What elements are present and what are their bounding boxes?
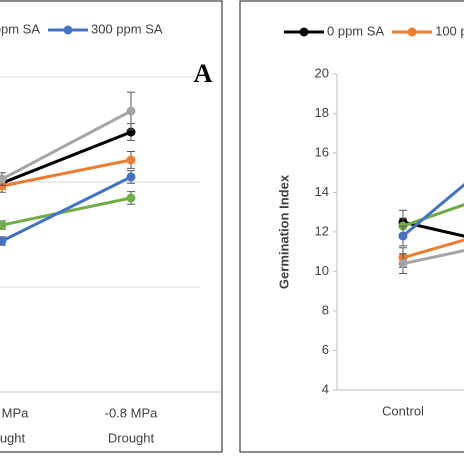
x-tick-label: Control	[382, 403, 424, 418]
x-tick-label: -0.4 MPa	[0, 405, 29, 420]
panel-border	[239, 0, 464, 453]
panel-border	[0, 0, 223, 453]
y-tick-label: 6	[322, 342, 329, 357]
series-line	[402, 249, 464, 266]
legend-label: 200 ppm SA	[0, 21, 40, 36]
legend-item: 100 ppm SA	[392, 23, 464, 38]
x-tick-label: Drought	[0, 430, 26, 445]
series-line	[402, 220, 464, 238]
point	[126, 106, 136, 116]
series-line	[1, 130, 132, 185]
series-line	[1, 175, 132, 243]
legend-item: 300 ppm SA	[48, 21, 163, 36]
point	[0, 174, 7, 184]
legend-label: 0 ppm SA	[327, 23, 384, 38]
point	[398, 259, 408, 269]
y-tick-label: 8	[322, 302, 329, 317]
x-tick-label: -0.8 MPa	[105, 405, 159, 420]
y-tick-label: 20	[315, 65, 329, 80]
series-line	[1, 158, 132, 188]
panel-letter: A	[194, 59, 213, 88]
point	[398, 231, 408, 241]
y-tick-label: 4	[322, 381, 329, 396]
legend-item: 0 ppm SA	[284, 23, 384, 38]
point	[126, 155, 136, 165]
legend-marker	[407, 27, 417, 37]
series-line	[402, 238, 464, 260]
point	[0, 236, 7, 246]
legend-label: 100 ppm SA	[435, 23, 464, 38]
legend-item: 200 ppm SA	[0, 21, 40, 36]
chart-b: 4 6 8 10 12 14 16 18 20 Control Germination Index 0…	[276, 23, 464, 418]
y-tick-label: 10	[315, 263, 329, 278]
legend-marker	[299, 27, 309, 37]
y-tick-label: 18	[315, 105, 329, 120]
x-tick-label: Drought	[108, 430, 155, 445]
y-tick-label: 16	[315, 144, 329, 159]
legend-label: 300 ppm SA	[91, 21, 163, 36]
series-line	[1, 196, 132, 227]
y-axis-title: Germination Index	[276, 174, 291, 289]
y-tick-label: 12	[315, 223, 329, 238]
point	[0, 220, 7, 230]
series-line	[1, 109, 132, 181]
series-line	[402, 183, 464, 238]
point	[126, 193, 136, 203]
y-tick-label: 14	[315, 184, 329, 199]
legend-marker	[63, 25, 73, 35]
point	[126, 172, 136, 182]
series-line	[402, 203, 464, 228]
